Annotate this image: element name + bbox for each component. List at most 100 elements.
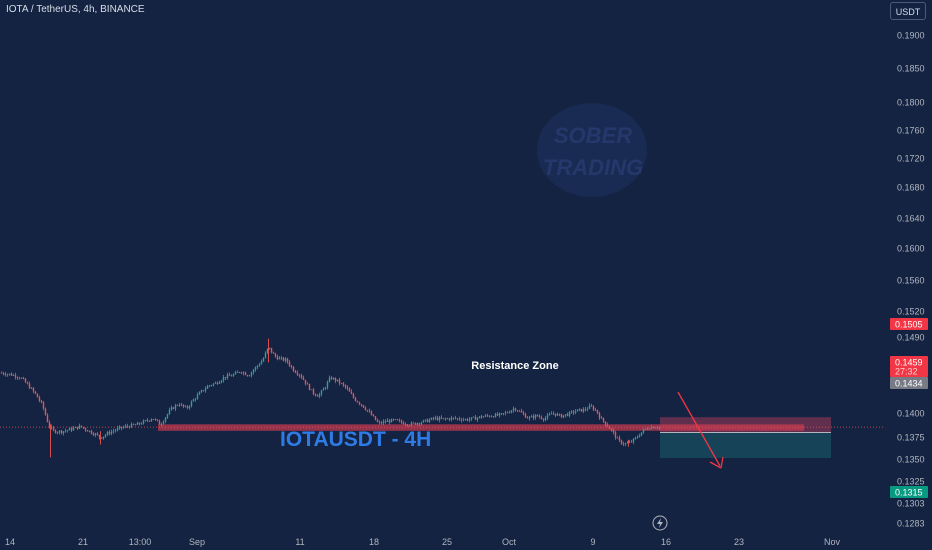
lightning-icon[interactable] bbox=[652, 515, 668, 531]
candle bbox=[602, 417, 605, 423]
candle-body bbox=[578, 408, 581, 410]
candle bbox=[6, 373, 9, 377]
candle-body bbox=[488, 415, 491, 417]
candle-body bbox=[40, 400, 43, 403]
candle bbox=[28, 381, 31, 389]
price-label-current: 0.1459 bbox=[890, 356, 928, 368]
candle bbox=[186, 405, 189, 410]
candle-body bbox=[130, 423, 133, 428]
watermark-line2: TRADING bbox=[543, 155, 643, 180]
candle bbox=[344, 384, 347, 390]
candle bbox=[324, 386, 327, 391]
price-tick-label: 0.1283 bbox=[897, 519, 925, 529]
candle bbox=[362, 404, 365, 408]
candle bbox=[120, 426, 123, 431]
candle bbox=[112, 428, 115, 434]
candle bbox=[514, 407, 517, 412]
candle-body bbox=[612, 429, 615, 433]
candle bbox=[608, 425, 611, 429]
candle-body bbox=[278, 357, 281, 360]
candle-body bbox=[636, 437, 639, 438]
candle bbox=[624, 442, 627, 447]
candle bbox=[0, 371, 3, 374]
candle bbox=[386, 418, 389, 422]
candle-body bbox=[48, 422, 51, 427]
candle bbox=[210, 384, 213, 387]
candle-body bbox=[428, 419, 431, 423]
candle-body bbox=[230, 375, 233, 377]
candle bbox=[144, 419, 147, 422]
currency-button[interactable]: USDT bbox=[890, 2, 926, 20]
candle bbox=[244, 371, 247, 376]
candle bbox=[502, 413, 505, 416]
candle bbox=[288, 360, 291, 368]
candle bbox=[130, 422, 133, 428]
candle bbox=[12, 373, 15, 377]
candle bbox=[58, 430, 61, 435]
candle-body bbox=[588, 405, 591, 409]
time-axis[interactable]: 14 21 13:00 Sep 11 18 25 Oct 9 16 23 Nov bbox=[5, 537, 841, 547]
candle bbox=[614, 430, 617, 440]
candle bbox=[208, 385, 211, 388]
candle-body bbox=[450, 417, 453, 420]
price-label-text: 0.1434 bbox=[895, 379, 923, 389]
candle bbox=[174, 403, 177, 412]
candle bbox=[252, 368, 255, 375]
candle-body bbox=[434, 417, 437, 419]
candle bbox=[102, 436, 105, 440]
candle bbox=[66, 429, 69, 433]
candle-body bbox=[264, 352, 267, 359]
candle-body bbox=[94, 433, 97, 436]
candle bbox=[312, 388, 315, 396]
candle bbox=[464, 418, 467, 421]
candle bbox=[126, 423, 129, 429]
candle bbox=[550, 411, 553, 415]
candle-body bbox=[190, 401, 193, 407]
candle bbox=[4, 372, 7, 377]
candle bbox=[212, 383, 215, 387]
candle bbox=[474, 414, 477, 420]
candle bbox=[596, 409, 599, 415]
candle-body bbox=[658, 426, 661, 428]
candle bbox=[274, 352, 277, 358]
candle-body bbox=[178, 405, 181, 407]
candle-body bbox=[60, 430, 63, 434]
candle bbox=[546, 413, 549, 421]
candle bbox=[584, 406, 587, 412]
candle-body bbox=[424, 419, 427, 421]
candle-body bbox=[216, 382, 219, 384]
candle bbox=[336, 379, 339, 382]
candle-body bbox=[490, 416, 493, 418]
candle-body bbox=[380, 422, 383, 424]
candle bbox=[248, 374, 251, 377]
candle bbox=[94, 432, 97, 438]
candle bbox=[52, 426, 55, 432]
candle-body bbox=[202, 390, 205, 392]
candle bbox=[428, 418, 431, 424]
candle bbox=[566, 412, 569, 417]
take-profit-zone bbox=[660, 432, 831, 459]
candle-body bbox=[596, 409, 599, 414]
zones-layer bbox=[0, 417, 885, 459]
candle bbox=[654, 426, 657, 429]
candle-body bbox=[574, 411, 577, 413]
candle-body bbox=[374, 416, 377, 421]
candle-body bbox=[184, 406, 187, 408]
candle-body bbox=[70, 428, 73, 431]
candle bbox=[530, 415, 533, 418]
candle-body bbox=[598, 413, 601, 419]
candle-body bbox=[406, 424, 409, 426]
candle-body bbox=[646, 428, 649, 430]
candle-body bbox=[362, 405, 365, 408]
price-axis[interactable]: 0.1900 0.1850 0.1800 0.1760 0.1720 0.1680 0.16… bbox=[890, 31, 928, 529]
candle-body bbox=[518, 410, 521, 412]
candle bbox=[618, 435, 621, 442]
candle-body bbox=[470, 417, 473, 420]
candle-body bbox=[456, 418, 459, 420]
candle bbox=[578, 408, 581, 412]
candle-body bbox=[586, 408, 589, 410]
candle-body bbox=[524, 414, 527, 418]
candle bbox=[90, 429, 93, 435]
